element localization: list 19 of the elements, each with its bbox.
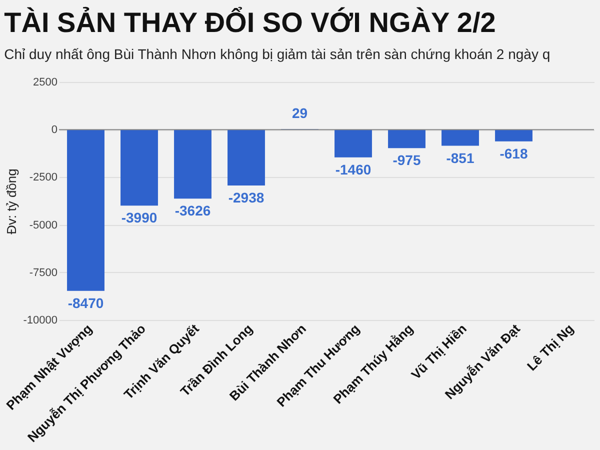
y-tick-label: -7500 (29, 266, 58, 279)
data-label: -975 (392, 152, 421, 168)
data-label: -618 (500, 145, 528, 162)
data-label: -3626 (174, 202, 211, 219)
x-tick-label: Lê Thị Ng (524, 321, 576, 374)
y-tick-label: -2500 (29, 172, 58, 184)
data-label: -851 (446, 150, 474, 166)
data-label: -8470 (68, 294, 104, 311)
chart-subtitle: Chỉ duy nhất ông Bùi Thành Nhơn không bị giảm tài sản trên sàn chứng khoán 2 ngày q (4, 46, 550, 62)
y-axis-title: Đv: tỷ đồng (4, 168, 20, 234)
data-label: 29 (292, 105, 308, 122)
chart-title: TÀI SẢN THAY ĐỔI SO VỚI NGÀY 2/2 (4, 6, 496, 38)
data-label: -3990 (121, 210, 158, 226)
y-tick-label: -10000 (23, 314, 58, 326)
data-label: -2938 (228, 190, 264, 206)
y-tick-label: -5000 (29, 219, 58, 232)
data-label: -1460 (335, 161, 372, 178)
y-tick-label: 0 (51, 124, 58, 136)
y-tick-label: 2500 (33, 76, 58, 88)
